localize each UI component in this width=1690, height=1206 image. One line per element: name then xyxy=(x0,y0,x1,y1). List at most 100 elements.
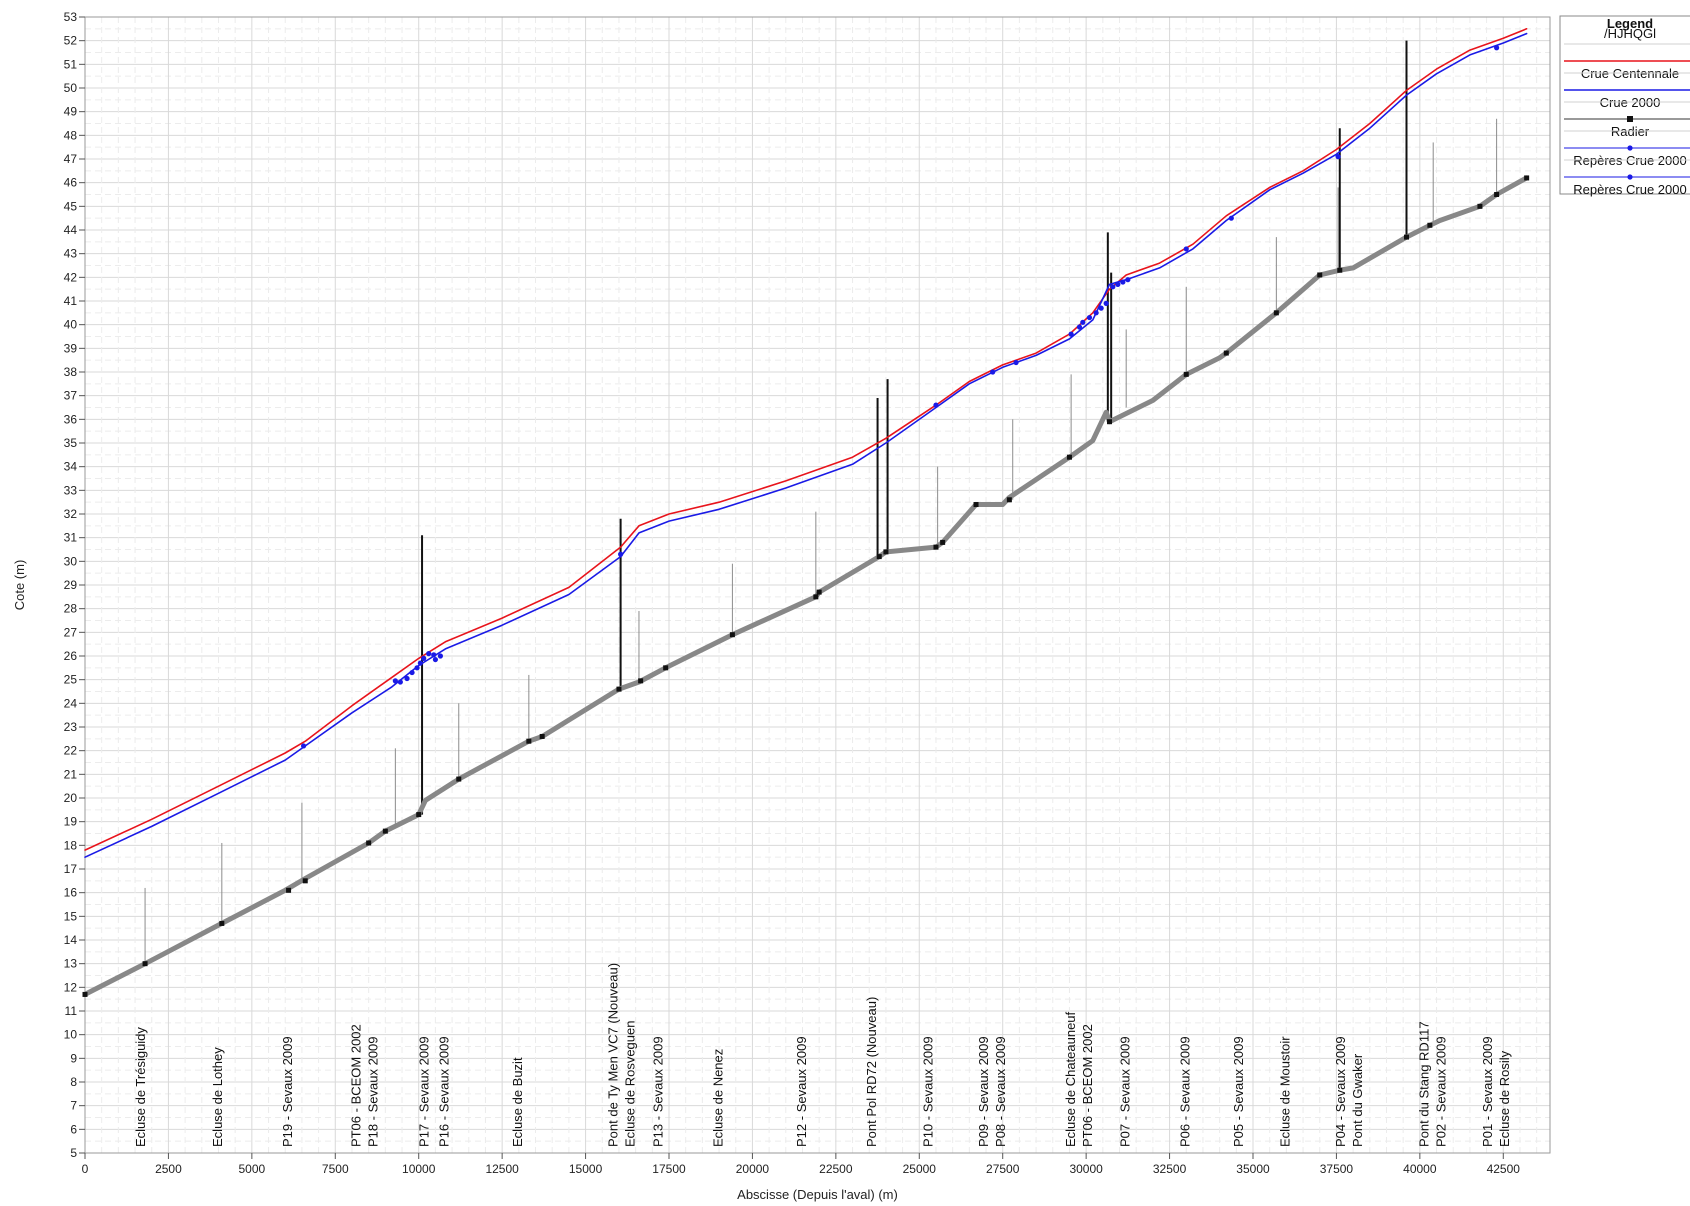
repere-point xyxy=(1183,246,1189,252)
radier-marker xyxy=(456,776,462,782)
radier-marker xyxy=(1006,497,1012,503)
radier-marker xyxy=(1066,454,1072,460)
radier-marker xyxy=(219,920,225,926)
repere-point xyxy=(426,651,432,657)
station-label: Pont du Gwaker xyxy=(1350,1053,1365,1147)
repere-point xyxy=(1013,359,1019,366)
y-tick-label: 35 xyxy=(64,436,78,450)
radier-marker xyxy=(382,828,388,834)
station-label: Ecluse de Rosveguen xyxy=(623,1021,638,1147)
y-tick-label: 41 xyxy=(64,294,78,308)
y-tick-label: 38 xyxy=(64,365,78,379)
station-label: PT06 - BCEOM 2002 xyxy=(1080,1024,1095,1147)
radier-marker xyxy=(142,961,148,967)
x-tick-label: 0 xyxy=(82,1162,89,1176)
repere-point xyxy=(1115,281,1121,288)
radier-marker xyxy=(82,991,88,997)
radier-marker xyxy=(1337,267,1343,273)
radier-marker xyxy=(1494,192,1500,197)
x-tick-label: 25000 xyxy=(903,1162,937,1176)
station-label: P12 - Sevaux 2009 xyxy=(794,1036,809,1147)
x-tick-label: 20000 xyxy=(736,1162,770,1176)
radier-marker xyxy=(1273,310,1279,316)
y-tick-label: 34 xyxy=(64,460,78,474)
station-label: P16 - Sevaux 2009 xyxy=(437,1036,452,1147)
station-labels: Ecluse de Trésiguidy Ecluse de Lothey P19 … xyxy=(133,963,1512,1147)
radier-marker xyxy=(1477,203,1483,209)
repere-point xyxy=(1103,300,1109,306)
y-axis-title: Cote (m) xyxy=(12,560,27,611)
station-label: P13 - Sevaux 2009 xyxy=(650,1036,665,1147)
repere-point xyxy=(933,402,939,408)
y-tick-label: 53 xyxy=(64,10,78,24)
radier-marker xyxy=(1106,419,1112,425)
y-tick-label: 47 xyxy=(64,152,78,166)
y-tick-label: 50 xyxy=(64,81,78,95)
x-tick-label: 7500 xyxy=(322,1162,349,1176)
legend-subtitle: /HJHQGl xyxy=(1604,26,1656,41)
repere-point xyxy=(1125,277,1131,283)
station-label: P01 - Sevaux 2009 xyxy=(1480,1036,1495,1147)
x-tick-label: 10000 xyxy=(402,1162,436,1176)
x-tick-label: 30000 xyxy=(1069,1162,1103,1176)
repere-point xyxy=(392,678,398,684)
station-label: P02 - Sevaux 2009 xyxy=(1434,1036,1449,1147)
y-tick-label: 25 xyxy=(64,673,78,687)
x-tick-label: 40000 xyxy=(1403,1162,1437,1176)
repere-point xyxy=(437,653,444,659)
y-tick-label: 31 xyxy=(64,531,78,545)
station-label: P07 - Sevaux 2009 xyxy=(1118,1036,1133,1147)
radier-marker xyxy=(526,738,532,744)
station-label: Pont du Stang RD117 xyxy=(1417,1021,1432,1147)
x-tick-label: 15000 xyxy=(569,1162,603,1176)
y-tick-label: 12 xyxy=(64,980,78,994)
x-tick-label: 5000 xyxy=(239,1162,266,1176)
radier-marker xyxy=(416,812,422,818)
y-tick-label: 52 xyxy=(64,34,78,48)
radier-marker xyxy=(638,678,644,684)
y-tick-label: 32 xyxy=(64,507,78,521)
station-label: Ecluse de Lothey xyxy=(210,1047,225,1147)
station-label: P17 - Sevaux 2009 xyxy=(417,1036,432,1147)
station-label: P19 - Sevaux 2009 xyxy=(280,1036,295,1147)
series-line-crue-centennale xyxy=(84,28,1528,851)
radier-marker xyxy=(1427,222,1433,228)
station-label: Ecluse de Moustoir xyxy=(1278,1036,1293,1147)
y-tick-label: 17 xyxy=(64,862,78,876)
y-tick-label: 28 xyxy=(64,602,78,616)
series-line-crue-2000 xyxy=(84,32,1528,858)
y-tick-label: 7 xyxy=(70,1099,77,1113)
station-label: P05 - Sevaux 2009 xyxy=(1231,1036,1246,1147)
x-tick-label: 42500 xyxy=(1487,1162,1521,1176)
radier-marker xyxy=(366,840,372,846)
x-tick-label: 2500 xyxy=(155,1162,182,1176)
y-tick-label: 39 xyxy=(64,341,78,355)
y-tick-label: 29 xyxy=(64,578,78,592)
legend-box xyxy=(1559,15,1690,195)
repere-point xyxy=(1228,215,1234,221)
y-tick-label: 23 xyxy=(64,720,78,734)
station-label: Ecluse de Rosily xyxy=(1497,1050,1512,1147)
legend-swatch-marker xyxy=(1627,145,1633,151)
station-label: P09 - Sevaux 2009 xyxy=(976,1036,991,1147)
legend-swatch-marker xyxy=(1627,116,1633,122)
y-tick-label: 11 xyxy=(65,1004,78,1018)
radier-marker xyxy=(302,878,308,884)
y-tick-label: 42 xyxy=(64,270,78,284)
station-label: P18 - Sevaux 2009 xyxy=(366,1036,381,1147)
y-tick-label: 43 xyxy=(64,247,78,261)
repere-point xyxy=(1093,310,1099,316)
y-tick-label: 37 xyxy=(64,389,78,403)
y-tick-label: 48 xyxy=(64,128,78,142)
station-label: Ecluse de Buzit xyxy=(510,1057,525,1147)
y-tick-label: 26 xyxy=(64,649,78,663)
y-tick-label: 9 xyxy=(70,1051,77,1065)
radier-marker xyxy=(286,887,292,893)
y-tick-label: 21 xyxy=(64,767,78,781)
repere-point xyxy=(421,655,427,661)
repere-point xyxy=(397,679,403,685)
y-tick-label: 6 xyxy=(70,1122,77,1136)
x-tick-label: 35000 xyxy=(1236,1162,1270,1176)
legend-title: Legend xyxy=(1607,16,1653,31)
